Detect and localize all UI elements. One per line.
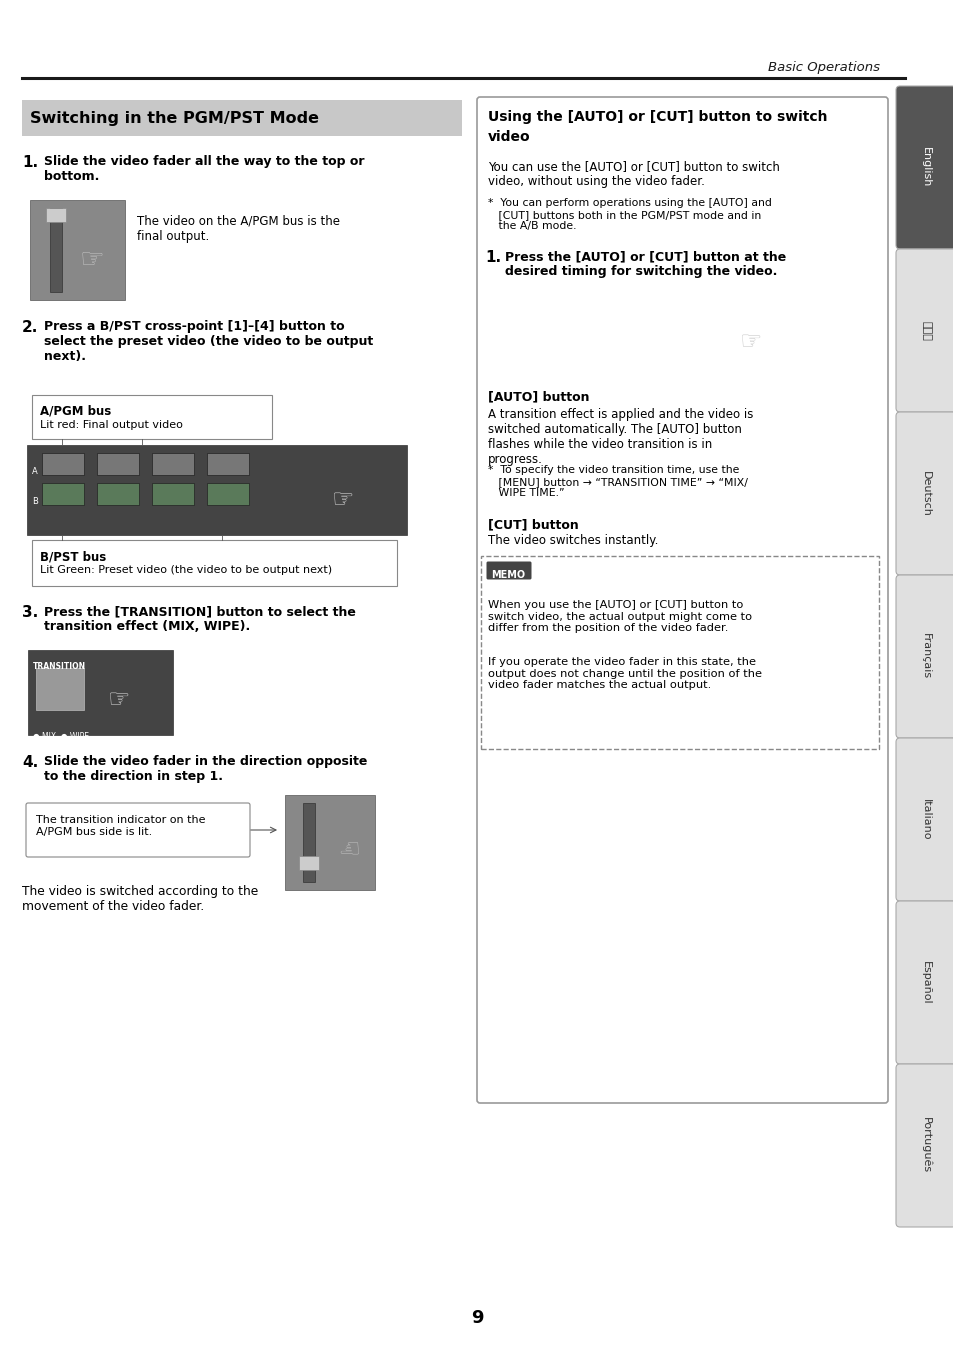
Bar	[595, 337, 629, 355]
Text: ☞: ☞	[108, 688, 131, 712]
Bar	[32, 540, 396, 586]
Text: B: B	[32, 497, 38, 506]
Text: 2.: 2.	[22, 320, 38, 334]
Text: *  To specify the video transition time, use the
   [MENU] button → “TRANSITION : * To specify the video transition time, …	[488, 464, 747, 498]
Text: [AUTO] button: [AUTO] button	[488, 390, 589, 403]
Text: If you operate the video fader in this state, the
output does not change until t: If you operate the video fader in this s…	[488, 657, 761, 691]
FancyBboxPatch shape	[895, 412, 953, 575]
FancyBboxPatch shape	[895, 575, 953, 738]
FancyBboxPatch shape	[895, 738, 953, 900]
FancyBboxPatch shape	[895, 1064, 953, 1227]
Bar	[46, 209, 66, 222]
Bar	[36, 668, 84, 709]
Text: Slide the video fader in the direction opposite
to the direction in step 1.: Slide the video fader in the direction o…	[44, 756, 367, 783]
Bar	[152, 483, 193, 505]
Text: Français: Français	[920, 634, 930, 680]
Text: English: English	[920, 148, 930, 188]
Text: Lit red: Final output video: Lit red: Final output video	[40, 420, 183, 431]
Bar	[303, 803, 314, 881]
Text: B/PST bus: B/PST bus	[40, 550, 106, 563]
Text: [CUT] button: [CUT] button	[488, 519, 578, 531]
FancyBboxPatch shape	[486, 562, 531, 580]
Text: 1.: 1.	[484, 250, 500, 265]
Text: 1.: 1.	[22, 154, 38, 171]
Text: Press a B/PST cross-point [1]–[4] button to
select the preset video (the video t: Press a B/PST cross-point [1]–[4] button…	[44, 320, 373, 363]
Bar	[207, 454, 249, 475]
Bar	[50, 209, 62, 292]
Text: A: A	[32, 467, 38, 477]
Text: The transition indicator on the
A/PGM bus side is lit.: The transition indicator on the A/PGM bu…	[36, 815, 205, 837]
Text: B: B	[493, 348, 498, 357]
Bar	[550, 311, 584, 330]
Text: 日本語: 日本語	[920, 321, 930, 340]
Text: 9: 9	[470, 1309, 483, 1327]
Text: Press the [TRANSITION] button to select the
transition effect (MIX, WIPE).: Press the [TRANSITION] button to select …	[44, 605, 355, 634]
Bar	[285, 795, 375, 890]
Bar	[207, 483, 249, 505]
Text: Press the [AUTO] or [CUT] button at the
desired timing for switching the video.: Press the [AUTO] or [CUT] button at the …	[504, 250, 785, 278]
Text: Switching in the PGM/PST Mode: Switching in the PGM/PST Mode	[30, 111, 318, 126]
Bar	[30, 200, 125, 301]
Bar	[639, 311, 675, 330]
Bar	[42, 454, 84, 475]
Bar	[32, 395, 272, 439]
Bar	[97, 454, 139, 475]
Bar	[484, 301, 804, 375]
Text: ☞: ☞	[335, 833, 357, 857]
Text: Português: Português	[920, 1117, 930, 1174]
Text: A transition effect is applied and the video is
switched automatically. The [AUT: A transition effect is applied and the v…	[488, 408, 753, 466]
Text: MEMO: MEMO	[491, 570, 524, 580]
Bar	[27, 445, 407, 535]
Text: A: A	[493, 322, 498, 330]
Text: When you use the [AUTO] or [CUT] button to
switch video, the actual output might: When you use the [AUTO] or [CUT] button …	[488, 600, 751, 634]
Text: Deutsch: Deutsch	[920, 471, 930, 516]
FancyBboxPatch shape	[480, 556, 878, 749]
Text: You can use the [AUTO] or [CUT] button to switch
video, without using the video : You can use the [AUTO] or [CUT] button t…	[488, 160, 779, 188]
Bar	[550, 337, 584, 355]
Text: ☞: ☞	[740, 330, 761, 353]
Text: TRANSITION: TRANSITION	[33, 662, 86, 672]
Text: ☞: ☞	[332, 487, 354, 512]
Text: Italiano: Italiano	[920, 799, 930, 841]
FancyBboxPatch shape	[895, 249, 953, 412]
Text: video: video	[488, 130, 530, 144]
Text: ☞: ☞	[80, 246, 105, 274]
Bar	[504, 337, 539, 355]
Text: Slide the video fader all the way to the top or
bottom.: Slide the video fader all the way to the…	[44, 154, 364, 183]
Text: The video is switched according to the
movement of the video fader.: The video is switched according to the m…	[22, 886, 258, 913]
Text: The video switches instantly.: The video switches instantly.	[488, 533, 658, 547]
Text: 4.: 4.	[22, 756, 38, 770]
Bar	[298, 856, 318, 871]
Text: Español: Español	[920, 961, 930, 1005]
FancyBboxPatch shape	[895, 900, 953, 1064]
FancyBboxPatch shape	[895, 87, 953, 249]
Bar	[22, 100, 461, 135]
Bar	[28, 650, 172, 735]
FancyBboxPatch shape	[476, 97, 887, 1104]
Bar	[595, 311, 629, 330]
Text: Lit Green: Preset video (the video to be output next): Lit Green: Preset video (the video to be…	[40, 565, 332, 575]
Text: ● MIX  ● WIPE: ● MIX ● WIPE	[33, 733, 89, 741]
FancyBboxPatch shape	[26, 803, 250, 857]
Text: 3.: 3.	[22, 605, 38, 620]
Bar	[152, 454, 193, 475]
Bar	[42, 483, 84, 505]
Text: *  You can perform operations using the [AUTO] and
   [CUT] buttons both in the : * You can perform operations using the […	[488, 198, 771, 232]
Text: Using the [AUTO] or [CUT] button to switch: Using the [AUTO] or [CUT] button to swit…	[488, 110, 826, 125]
Text: Basic Operations: Basic Operations	[767, 61, 879, 74]
Text: The video on the A/PGM bus is the
final output.: The video on the A/PGM bus is the final …	[137, 215, 339, 242]
Bar	[504, 311, 539, 330]
Bar	[639, 337, 675, 355]
Bar	[97, 483, 139, 505]
Text: A/PGM bus: A/PGM bus	[40, 405, 112, 418]
